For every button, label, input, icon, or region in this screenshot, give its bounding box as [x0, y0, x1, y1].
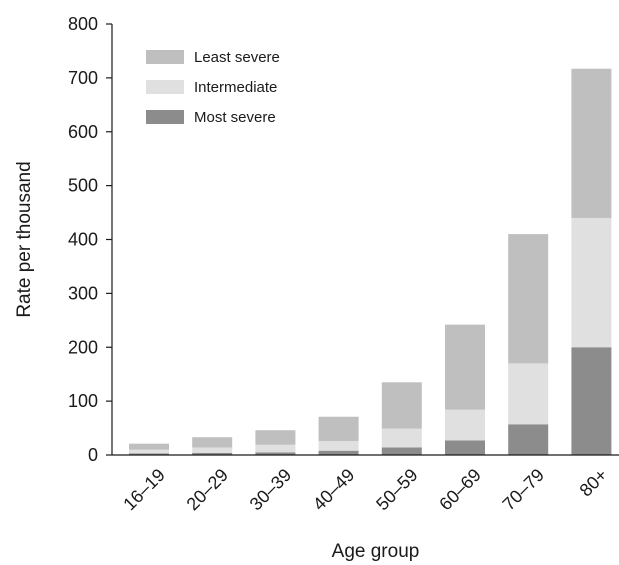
x-tick-label: 80+: [576, 465, 612, 501]
bar-least-severe-40-49: [318, 416, 359, 441]
bar-intermediate-16-19: [129, 449, 169, 454]
legend-swatch-intermediate: [146, 80, 184, 94]
x-tick-label: 60–69: [435, 465, 485, 515]
bar-intermediate-60-69: [445, 409, 485, 441]
legend-swatch-least-severe: [146, 50, 184, 64]
bar-intermediate-80: [571, 217, 612, 348]
bar-least-severe-50-59: [381, 382, 422, 429]
bar-most-severe-20-29: [192, 452, 233, 455]
bar-least-severe-80: [571, 68, 612, 218]
y-tick-label: 100: [68, 391, 98, 411]
y-tick-label: 300: [68, 283, 98, 303]
legend-swatch-most-severe: [146, 110, 184, 124]
bar-least-severe-16-19: [129, 443, 169, 450]
bars-group: [129, 68, 612, 455]
x-tick-label: 16–19: [119, 465, 169, 515]
bar-least-severe-60-69: [445, 324, 485, 410]
bar-most-severe-80: [571, 347, 612, 455]
bar-least-severe-70-79: [508, 234, 549, 364]
x-tick-label: 70–79: [499, 465, 549, 515]
y-tick-label: 400: [68, 230, 98, 250]
x-tick-label: 20–29: [183, 465, 233, 515]
y-tick-label: 600: [68, 122, 98, 142]
legend-label-intermediate: Intermediate: [194, 79, 277, 96]
y-ticks-group: 0 100 200 300 400 500 600 700 800: [68, 14, 112, 465]
bar-most-severe-60-69: [445, 440, 485, 455]
legend-label-most-severe: Most severe: [194, 109, 276, 126]
x-tick-label: 30–39: [246, 465, 296, 515]
bar-least-severe-30-39: [255, 430, 296, 445]
x-axis-label: Age group: [332, 541, 420, 562]
bar-most-severe-16-19: [129, 453, 169, 455]
bar-intermediate-30-39: [255, 444, 296, 453]
x-tick-label: 40–49: [309, 465, 359, 515]
bar-least-severe-20-29: [192, 437, 233, 448]
bar-intermediate-70-79: [508, 363, 549, 425]
y-axis-label: Rate per thousand: [14, 161, 35, 317]
y-tick-label: 700: [68, 68, 98, 88]
bar-intermediate-50-59: [381, 428, 422, 448]
y-tick-label: 800: [68, 14, 98, 34]
bar-intermediate-20-29: [192, 447, 233, 453]
x-ticks-group: 16–19 20–29 30–39 40–49 50–59 60–69 70–79 80+: [119, 465, 611, 515]
y-tick-label: 500: [68, 176, 98, 196]
y-tick-label: 200: [68, 337, 98, 357]
x-tick-label: 50–59: [372, 465, 422, 515]
legend-label-least-severe: Least severe: [194, 49, 280, 66]
bar-most-severe-40-49: [318, 450, 359, 455]
y-tick-label: 0: [88, 445, 98, 465]
legend: Least severe Intermediate Most severe: [146, 49, 280, 126]
bar-most-severe-70-79: [508, 424, 549, 455]
bar-intermediate-40-49: [318, 440, 359, 451]
bar-most-severe-30-39: [255, 452, 296, 455]
bar-most-severe-50-59: [381, 447, 422, 455]
